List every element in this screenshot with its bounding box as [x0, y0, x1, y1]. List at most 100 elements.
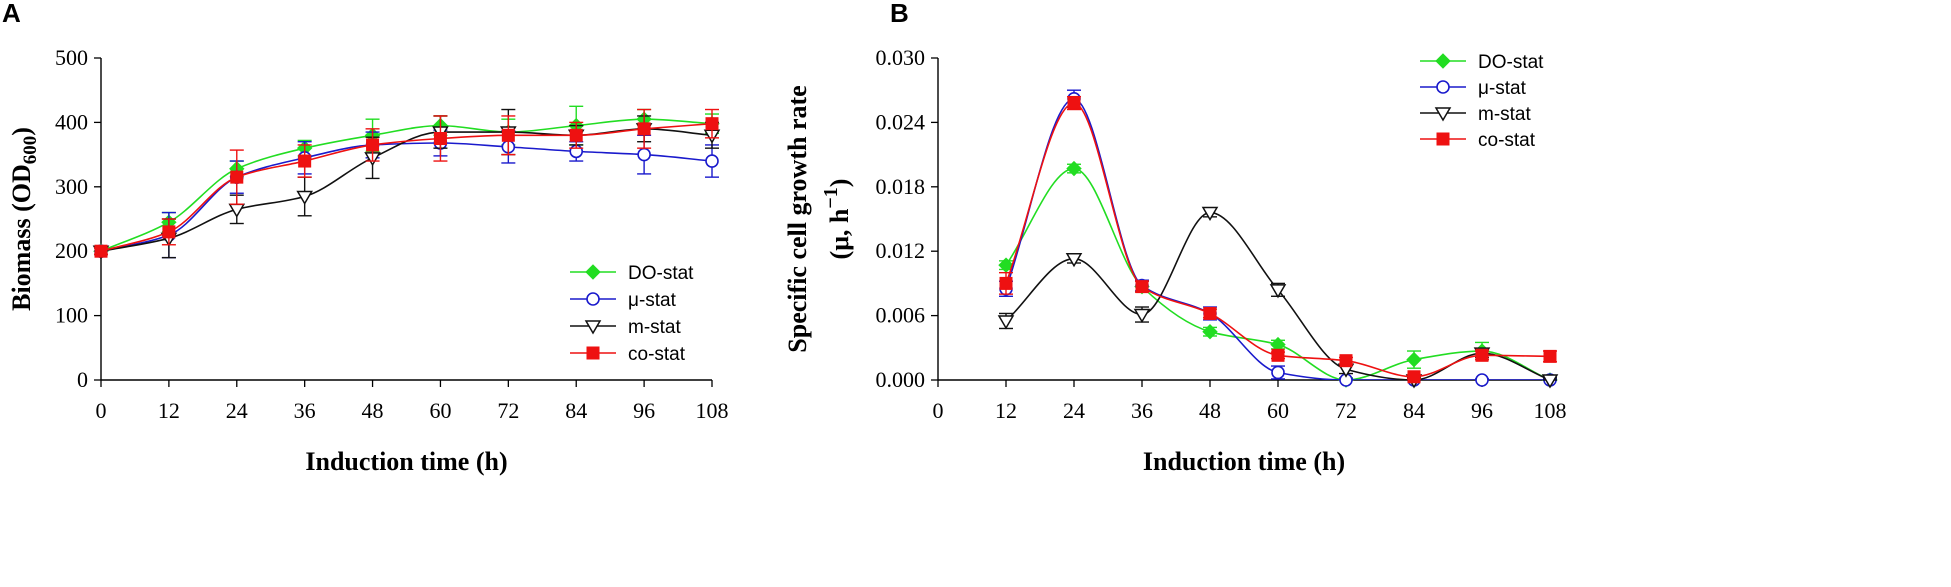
data-point — [1201, 206, 1219, 222]
x-tick-label: 12 — [158, 398, 180, 423]
y-tick-label: 0.018 — [876, 174, 926, 199]
series-line — [101, 122, 713, 252]
y-tick-label: 100 — [55, 303, 88, 328]
x-tick-label: 0 — [933, 398, 944, 423]
x-tick-label: 84 — [1403, 398, 1425, 423]
data-point — [1541, 374, 1559, 389]
series-co-stat — [999, 95, 1557, 384]
data-point — [296, 190, 313, 205]
x-tick-label: 72 — [1335, 398, 1357, 423]
data-point — [637, 122, 651, 136]
legend-marker — [1435, 53, 1451, 69]
x-tick-label: 24 — [226, 398, 248, 423]
x-tick-label: 12 — [995, 398, 1017, 423]
y-tick-label: 0.024 — [876, 109, 926, 134]
data-point — [637, 147, 651, 162]
series-line — [101, 128, 713, 252]
series-line — [101, 142, 713, 252]
data-point — [569, 128, 583, 142]
data-point — [1067, 96, 1081, 110]
panel-b-chart: B 0 12 24 36 48 60 72 84 96 108 0.000 0.006 0.012 0.01… — [783, 0, 1567, 476]
series-line — [1005, 102, 1551, 378]
y-axis-title-line2: (μ, h−1) — [820, 179, 854, 260]
data-point — [1269, 284, 1287, 299]
x-tick-label: 84 — [565, 398, 587, 423]
data-point — [997, 315, 1015, 330]
legend-label: μ-stat — [628, 290, 677, 311]
series-co-stat — [94, 108, 719, 258]
y-tick-label: 300 — [55, 174, 88, 199]
series-m-stat — [92, 108, 721, 260]
data-point — [1543, 349, 1557, 363]
data-point — [1406, 351, 1422, 368]
x-axis-title: Induction time (h) — [1143, 447, 1345, 476]
legend-marker — [584, 320, 602, 335]
x-tick-label: 108 — [696, 398, 729, 423]
y-axis-title: Biomass (OD600) — [7, 127, 41, 311]
y-tick-label: 0 — [77, 367, 88, 392]
x-tick-label: 60 — [1267, 398, 1289, 423]
data-point — [433, 132, 447, 145]
y-tick-label: 0.000 — [876, 367, 926, 392]
legend-marker — [1436, 80, 1450, 94]
data-point — [705, 154, 719, 168]
legend-label: DO-stat — [628, 263, 694, 284]
data-point — [1066, 160, 1082, 177]
legend: DO-stat μ-stat m-stat co-stat — [570, 263, 694, 365]
data-point — [298, 154, 312, 168]
series-line — [101, 118, 713, 252]
x-tick-label: 0 — [96, 398, 107, 423]
y-tick-label: 0.012 — [876, 238, 926, 263]
x-tick-label: 48 — [1199, 398, 1221, 423]
data-point — [366, 138, 380, 152]
y-tick-label: 500 — [55, 45, 88, 70]
legend-marker — [585, 264, 601, 280]
y-axis-title-main: Biomass (OD — [7, 164, 36, 311]
y-axis-title-superscript: −1 — [820, 187, 842, 208]
data-point — [1133, 308, 1151, 324]
legend-label: co-stat — [1478, 130, 1536, 151]
panel-a-chart: A 0 12 24 36 48 60 72 84 96 108 0 100 200 300 400 500 Ind… — [2, 0, 729, 476]
y-tick-label: 400 — [55, 109, 88, 134]
data-point — [1475, 348, 1489, 362]
legend-label: m-stat — [1478, 104, 1532, 125]
x-tick-label: 96 — [1471, 398, 1493, 423]
x-tick-label: 60 — [429, 398, 451, 423]
legend-marker — [1436, 132, 1450, 146]
series--stat — [94, 129, 719, 259]
panel-letter: B — [890, 0, 909, 28]
x-tick-label: 36 — [294, 398, 316, 423]
y-tick-label: 0.030 — [876, 45, 926, 70]
data-point — [1475, 373, 1489, 387]
x-tick-label: 108 — [1534, 398, 1567, 423]
x-tick-label: 72 — [497, 398, 519, 423]
series-do-stat — [93, 105, 720, 259]
data-point — [1339, 354, 1353, 368]
data-point — [162, 225, 176, 239]
legend-marker — [586, 346, 600, 360]
x-tick-label: 48 — [362, 398, 384, 423]
data-point — [705, 117, 719, 131]
data-point — [1065, 252, 1083, 268]
data-point — [501, 128, 515, 142]
data-point — [1203, 306, 1217, 320]
data-point — [1271, 365, 1285, 380]
legend-marker — [1434, 107, 1452, 122]
y-axis-title-line1: Specific cell growth rate — [783, 85, 812, 352]
legend-label: DO-stat — [1478, 52, 1544, 73]
x-axis-title: Induction time (h) — [305, 447, 507, 476]
data-point — [1135, 280, 1149, 294]
legend-label: m-stat — [628, 317, 682, 338]
panel-letter: A — [2, 0, 21, 28]
data-point — [1202, 323, 1218, 340]
x-tick-label: 24 — [1063, 398, 1085, 423]
x-tick-label: 96 — [633, 398, 655, 423]
y-axis-title-line2-main: (μ, h — [825, 208, 854, 259]
y-tick-label: 200 — [55, 238, 88, 263]
y-axis-title-subscript: 600 — [20, 136, 41, 165]
legend: DO-stat μ-stat m-stat co-stat — [1420, 52, 1544, 151]
x-tick-label: 36 — [1131, 398, 1153, 423]
data-point — [94, 244, 108, 258]
y-axis-title-end: ) — [7, 127, 36, 136]
